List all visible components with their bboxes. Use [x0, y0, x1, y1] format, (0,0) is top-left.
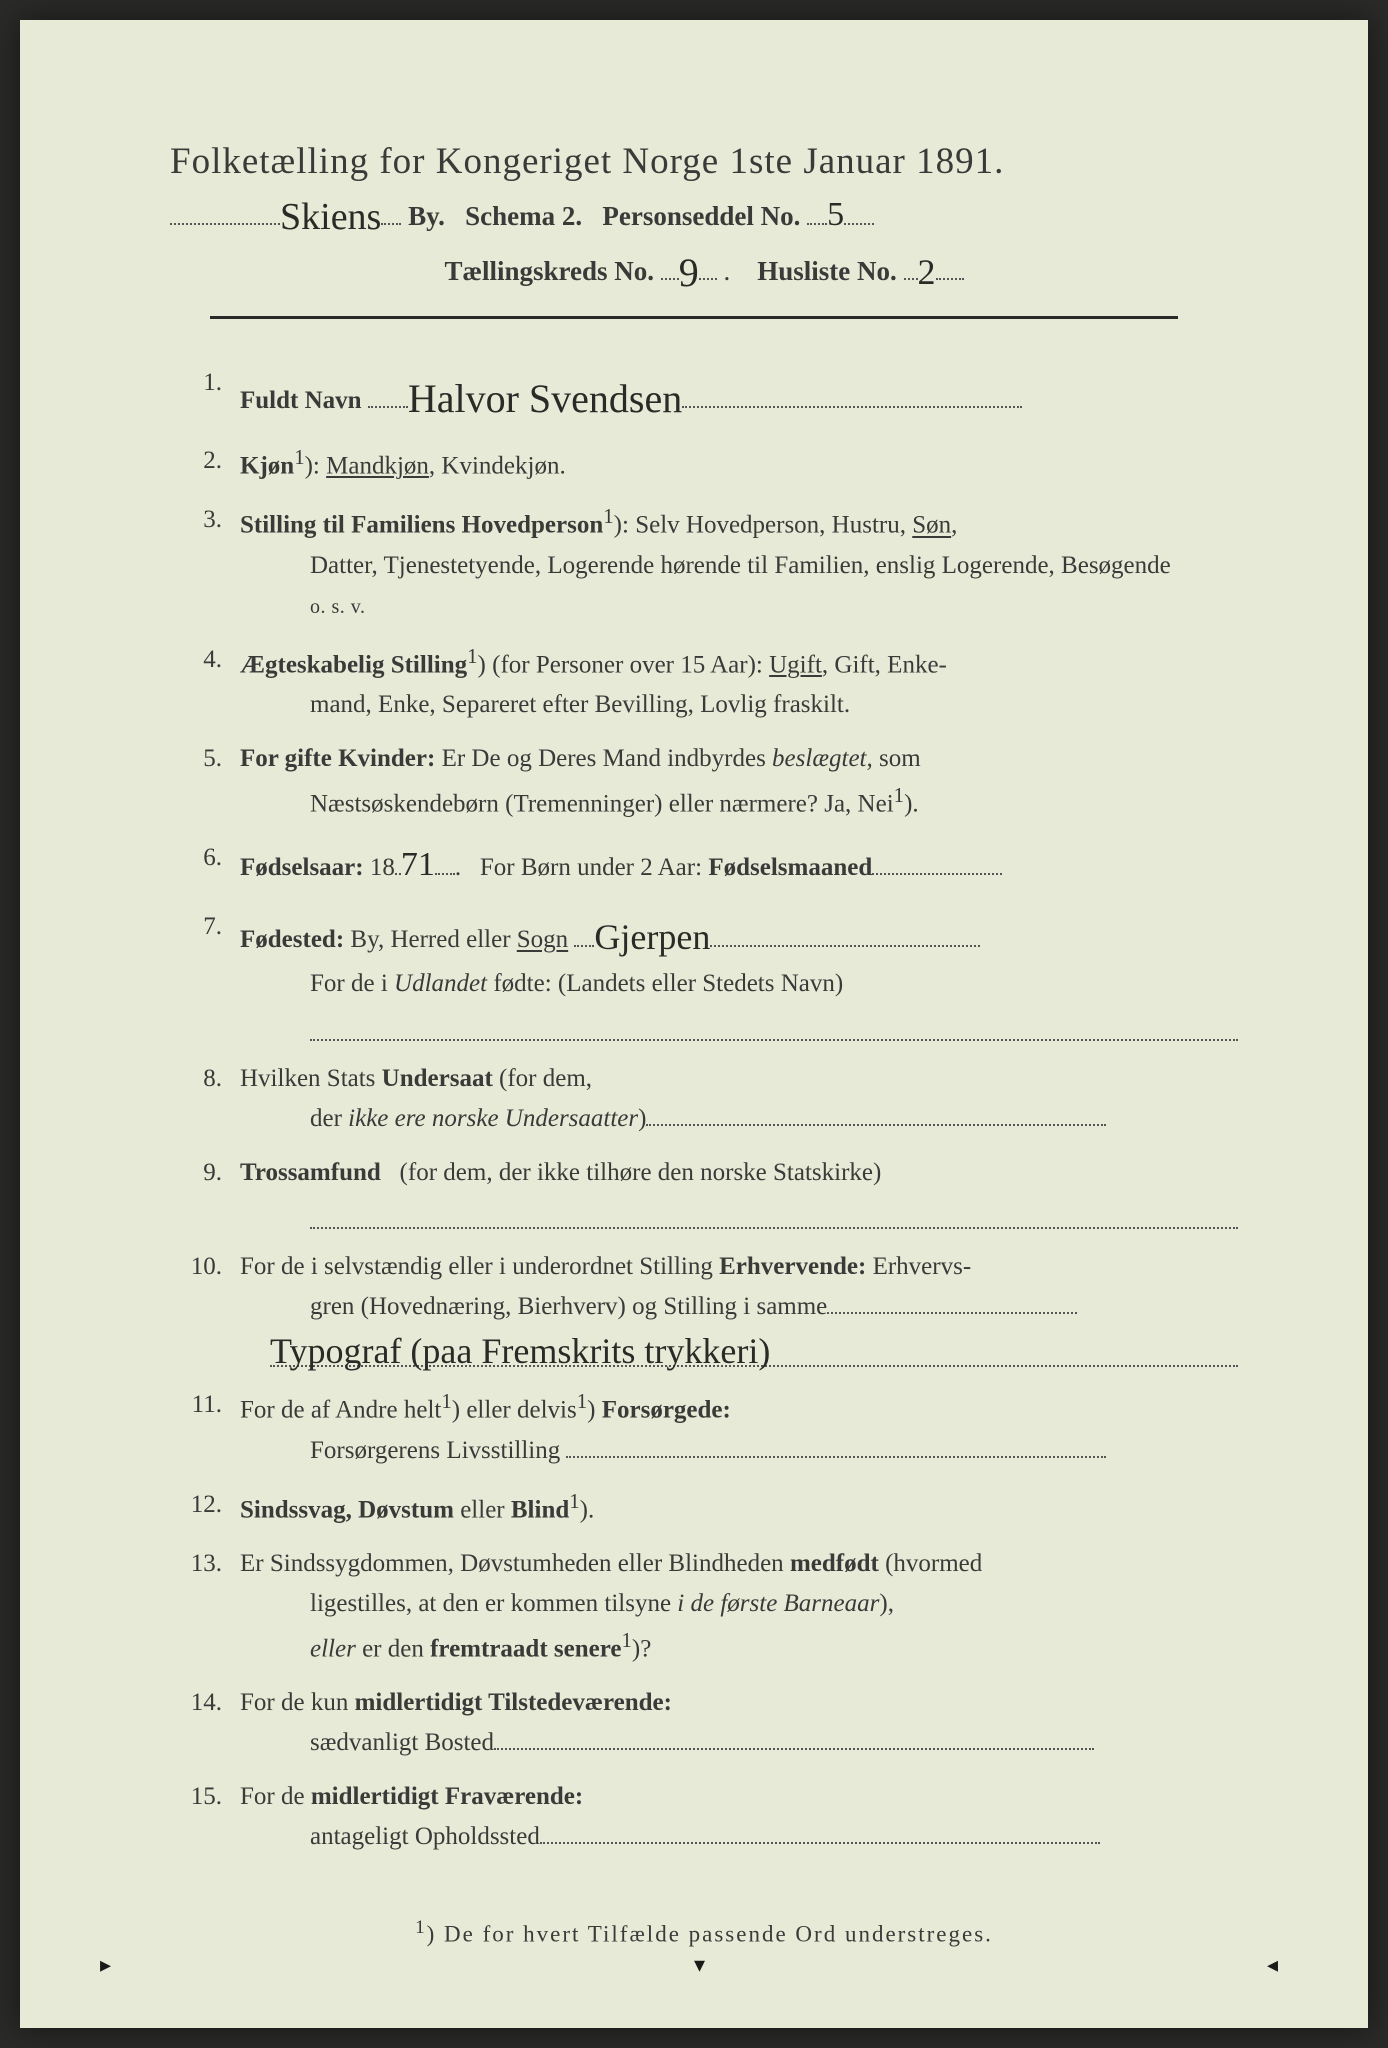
q15-label: midlertidigt Fraværende: — [311, 1783, 583, 1810]
q9: 9. Trossamfund (for dem, der ikke tilhør… — [170, 1153, 1238, 1230]
q14-label: midlertidigt Tilstedeværende: — [355, 1689, 672, 1716]
q3-num: 3. — [170, 500, 240, 540]
q12-num: 12. — [170, 1485, 240, 1525]
q1-num: 1. — [170, 363, 240, 403]
q12-label: Sindssvag, Døvstum — [240, 1496, 454, 1523]
q9-label: Trossamfund — [240, 1159, 381, 1186]
q3-son: Søn — [912, 512, 951, 539]
q7-label: Fødested: — [240, 926, 344, 953]
q6: 6. Fødselsaar: 1871. For Børn under 2 Aa… — [170, 838, 1238, 892]
q3: 3. Stilling til Familiens Hovedperson1):… — [170, 500, 1238, 625]
q10: 10. For de i selvstændig eller i underor… — [170, 1247, 1238, 1367]
q15-num: 15. — [170, 1777, 240, 1817]
q4-num: 4. — [170, 640, 240, 680]
personseddel-label: Personseddel No. — [602, 201, 800, 231]
q6-hw: 71 — [401, 838, 435, 892]
q4: 4. Ægteskabelig Stilling1) (for Personer… — [170, 640, 1238, 725]
q15: 15. For de midlertidigt Fraværende: anta… — [170, 1777, 1238, 1857]
q13-num: 13. — [170, 1544, 240, 1584]
tick-mark-icon: ◂ — [1267, 1952, 1278, 1978]
footnote: 1) De for hvert Tilfælde passende Ord un… — [170, 1917, 1238, 1948]
q1: 1. Fuldt Navn Halvor Svendsen — [170, 363, 1238, 427]
personseddel-hw: 5 — [827, 196, 844, 234]
q13-label: medfødt — [790, 1550, 879, 1577]
horizontal-divider — [210, 316, 1178, 319]
q7-sogn: Sogn — [517, 926, 568, 953]
q8-label: Undersaat — [382, 1065, 493, 1092]
q2-opt1: Mandkjøn — [326, 452, 429, 479]
q14: 14. For de kun midlertidigt Tilstedevære… — [170, 1683, 1238, 1763]
q9-num: 9. — [170, 1153, 240, 1193]
q10-num: 10. — [170, 1247, 240, 1287]
q6-label2: Fødselsmaaned — [708, 854, 872, 881]
header-line-2: Tællingskreds No. 9 . Husliste No. 2 — [170, 243, 1238, 290]
q12: 12. Sindssvag, Døvstum eller Blind1). — [170, 1485, 1238, 1530]
q13-label2: fremtraadt senere — [430, 1635, 621, 1662]
q6-num: 6. — [170, 838, 240, 878]
tick-mark-icon: ▸ — [100, 1952, 111, 1978]
q11-num: 11. — [170, 1385, 240, 1425]
q13: 13. Er Sindssygdommen, Døvstumheden elle… — [170, 1544, 1238, 1669]
q5: 5. For gifte Kvinder: Er De og Deres Man… — [170, 739, 1238, 824]
q7-num: 7. — [170, 907, 240, 947]
q10-label: Erhvervende: — [719, 1253, 866, 1280]
q12-label2: Blind — [511, 1496, 569, 1523]
q2-opt2: Kvindekjøn. — [441, 452, 565, 479]
husliste-hw: 2 — [918, 251, 936, 293]
kreds-label: Tællingskreds No. — [444, 256, 654, 286]
q7-hw: Gjerpen — [594, 909, 710, 967]
q6-label: Fødselsaar: — [240, 854, 364, 881]
kreds-hw: 9 — [679, 249, 699, 296]
q8: 8. Hvilken Stats Undersaat (for dem, der… — [170, 1059, 1238, 1139]
header-line-1: Skiens By. Schema 2. Personseddel No. 5 — [170, 191, 1238, 235]
q11: 11. For de af Andre helt1) eller delvis1… — [170, 1385, 1238, 1470]
q2-label: Kjøn — [240, 452, 294, 479]
page-title: Folketælling for Kongeriget Norge 1ste J… — [170, 140, 1238, 183]
by-label: By. — [408, 201, 445, 231]
q4-ugift: Ugift — [769, 651, 822, 678]
q1-label: Fuldt Navn — [240, 387, 362, 414]
q3-label: Stilling til Familiens Hovedperson — [240, 512, 603, 539]
q11-label: Forsørgede: — [602, 1397, 731, 1424]
q1-hw: Halvor Svendsen — [408, 367, 682, 431]
q4-label: Ægteskabelig Stilling — [240, 651, 467, 678]
schema-label: Schema 2. — [465, 201, 582, 231]
q14-num: 14. — [170, 1683, 240, 1723]
q8-num: 8. — [170, 1059, 240, 1099]
tick-mark-icon: ▾ — [694, 1952, 705, 1978]
q5-num: 5. — [170, 739, 240, 779]
q7: 7. Fødested: By, Herred eller Sogn Gjerp… — [170, 907, 1238, 1041]
census-form-page: Folketælling for Kongeriget Norge 1ste J… — [20, 20, 1368, 2028]
q5-label: For gifte Kvinder: — [240, 745, 435, 772]
by-handwritten: Skiens — [280, 195, 381, 239]
q2: 2. Kjøn1): Mandkjøn, Kvindekjøn. — [170, 441, 1238, 486]
husliste-label: Husliste No. — [757, 256, 897, 286]
q2-num: 2. — [170, 441, 240, 481]
